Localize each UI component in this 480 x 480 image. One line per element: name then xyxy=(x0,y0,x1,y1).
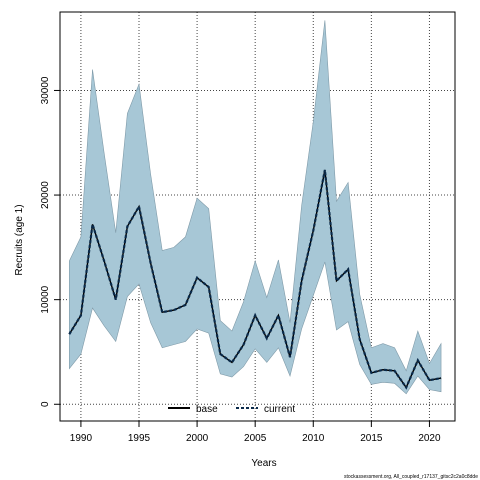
confidence-band xyxy=(68,20,442,395)
x-tick-label-2020: 2020 xyxy=(418,433,441,444)
y-axis-title: Recruits (age 1) xyxy=(14,204,25,275)
credit-text: stockassessment.org, All_coupled_r17137_… xyxy=(344,474,478,480)
x-tick-label-1990: 1990 xyxy=(70,433,93,444)
y-tick-label-10000: 10000 xyxy=(40,285,51,313)
x-tick-label-2005: 2005 xyxy=(244,433,267,444)
y-tick-label-20000: 20000 xyxy=(40,181,51,209)
y-tick-label-30000: 30000 xyxy=(40,76,51,104)
legend: base current xyxy=(168,404,295,415)
legend-label-current: current xyxy=(264,404,295,415)
x-tick-label-2010: 2010 xyxy=(302,433,325,444)
x-tick-label-2000: 2000 xyxy=(186,433,209,444)
x-tick-label-1995: 1995 xyxy=(128,433,151,444)
series-line-current xyxy=(68,169,442,390)
x-tick-label-2015: 2015 xyxy=(360,433,383,444)
y-tick-label-0: 0 xyxy=(40,401,51,407)
x-axis: 1990 1995 2000 2005 2010 2015 2020 xyxy=(70,421,441,444)
legend-label-base: base xyxy=(196,404,218,415)
plot-frame xyxy=(59,11,456,422)
x-axis-title: Years xyxy=(251,458,276,469)
y-axis: 0 10000 20000 30000 xyxy=(40,76,60,407)
